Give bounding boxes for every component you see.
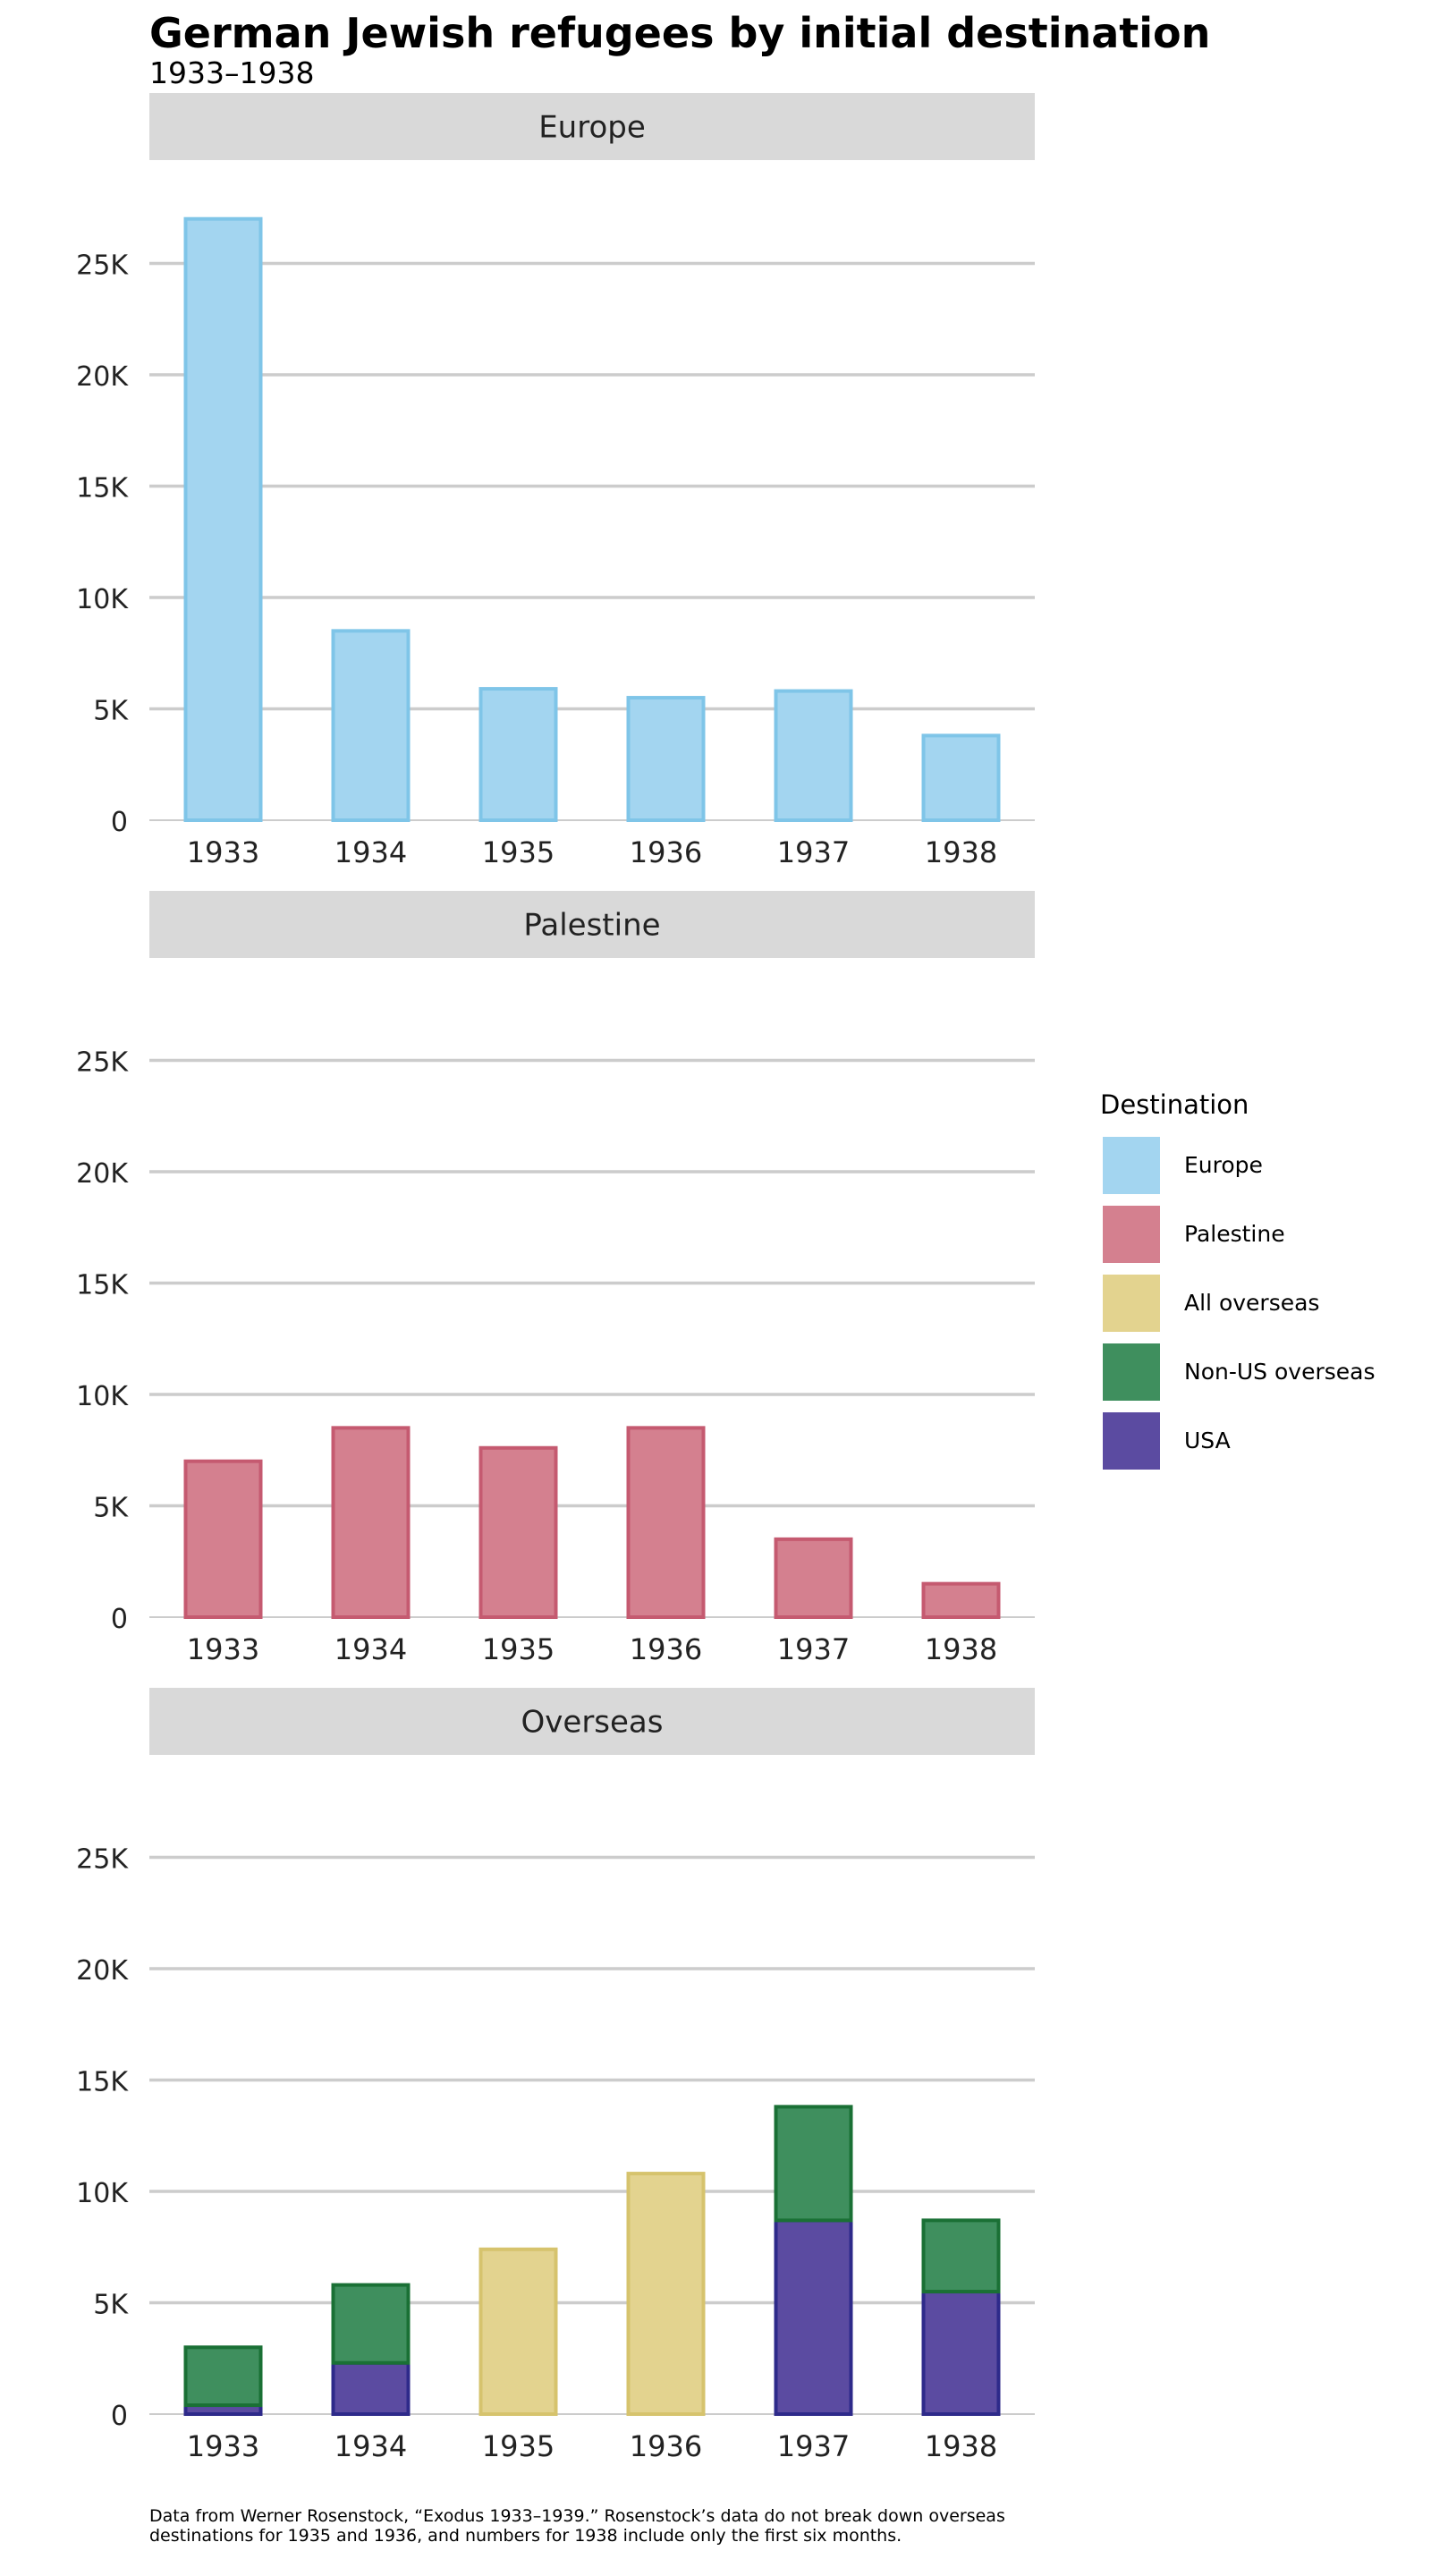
legend: Destination Europe Palestine All oversea… <box>1100 1089 1375 1475</box>
x-tick-label-europe-1938: 1938 <box>925 835 997 869</box>
x-tick-label-palestine-1935: 1935 <box>482 1632 555 1666</box>
legend-label-europe: Europe <box>1184 1152 1263 1178</box>
x-tick-label-europe-1935: 1935 <box>482 835 555 869</box>
legend-label-non-us-overseas: Non-US overseas <box>1184 1359 1376 1385</box>
caption: Data from Werner Rosenstock, “Exodus 193… <box>149 2506 1205 2546</box>
y-tick-label-palestine-2: 10K <box>76 1381 129 1412</box>
y-tick-label-palestine-1: 5K <box>93 1493 129 1524</box>
legend-label-palestine: Palestine <box>1184 1221 1285 1247</box>
y-tick-label-europe-5: 25K <box>76 250 129 282</box>
bar-overseas-all-overseas-1935 <box>478 2247 558 2416</box>
facet-label-europe: Europe <box>538 110 646 146</box>
y-tick-label-europe-2: 10K <box>76 584 129 615</box>
bar-overseas-non-us-overseas-1937 <box>774 2105 853 2223</box>
x-tick-label-overseas-1938: 1938 <box>925 2429 997 2463</box>
y-tick-label-europe-0: 0 <box>111 807 128 838</box>
x-tick-label-palestine-1936: 1936 <box>630 1632 702 1666</box>
legend-key-palestine <box>1100 1202 1163 1266</box>
legend-item-usa: USA <box>1100 1406 1375 1475</box>
x-tick-label-palestine-1938: 1938 <box>925 1632 997 1666</box>
x-tick-label-europe-1937: 1937 <box>777 835 850 869</box>
bar-overseas-usa-1934 <box>331 2360 411 2416</box>
y-tick-label-palestine-3: 15K <box>76 1270 129 1301</box>
y-tick-label-europe-3: 15K <box>76 473 129 504</box>
bar-palestine-palestine-1933 <box>183 1459 263 1619</box>
facet-strip-europe <box>149 93 1035 160</box>
y-tick-label-overseas-4: 20K <box>76 1955 129 1987</box>
legend-label-all-overseas: All overseas <box>1184 1290 1320 1316</box>
legend-item-all-overseas: All overseas <box>1100 1268 1375 1337</box>
bar-overseas-non-us-overseas-1934 <box>331 2283 411 2365</box>
chart-title: German Jewish refugees by initial destin… <box>149 9 1211 57</box>
legend-key-europe <box>1100 1133 1163 1197</box>
x-tick-label-overseas-1934: 1934 <box>334 2429 407 2463</box>
y-tick-label-overseas-3: 15K <box>76 2067 129 2098</box>
x-tick-label-palestine-1934: 1934 <box>334 1632 407 1666</box>
y-tick-label-europe-1: 5K <box>93 696 129 727</box>
y-tick-label-overseas-5: 25K <box>76 1844 129 1876</box>
caption-line-1: Data from Werner Rosenstock, “Exodus 193… <box>149 2506 1005 2526</box>
legend-key-all-overseas <box>1100 1271 1163 1335</box>
bar-overseas-all-overseas-1936 <box>626 2172 706 2417</box>
caption-line-2: destinations for 1935 and 1936, and numb… <box>149 2526 902 2546</box>
legend-key-usa <box>1100 1409 1163 1472</box>
bar-overseas-non-us-overseas-1933 <box>183 2345 263 2408</box>
facet-strip-overseas <box>149 1688 1035 1755</box>
y-tick-label-overseas-0: 0 <box>111 2401 128 2432</box>
x-tick-label-palestine-1937: 1937 <box>777 1632 850 1666</box>
y-tick-label-palestine-5: 25K <box>76 1047 129 1079</box>
y-tick-label-palestine-4: 20K <box>76 1158 129 1190</box>
facet-strip-palestine <box>149 891 1035 958</box>
bar-palestine-palestine-1934 <box>331 1426 411 1619</box>
x-tick-label-overseas-1936: 1936 <box>630 2429 702 2463</box>
x-tick-label-europe-1934: 1934 <box>334 835 407 869</box>
chart-subtitle: 1933–1938 <box>149 55 315 90</box>
legend-item-non-us-overseas: Non-US overseas <box>1100 1337 1375 1406</box>
x-tick-label-palestine-1933: 1933 <box>187 1632 259 1666</box>
facet-label-palestine: Palestine <box>523 908 660 944</box>
bar-europe-europe-1935 <box>478 687 558 823</box>
x-tick-label-overseas-1935: 1935 <box>482 2429 555 2463</box>
legend-title: Destination <box>1100 1089 1249 1120</box>
y-tick-label-overseas-1: 5K <box>93 2290 129 2321</box>
x-tick-label-overseas-1937: 1937 <box>777 2429 850 2463</box>
bar-overseas-usa-1938 <box>921 2290 1001 2417</box>
legend-label-usa: USA <box>1184 1428 1231 1453</box>
y-tick-label-palestine-0: 0 <box>111 1604 128 1635</box>
x-tick-label-europe-1933: 1933 <box>187 835 259 869</box>
x-tick-label-overseas-1933: 1933 <box>187 2429 259 2463</box>
bar-europe-europe-1937 <box>774 689 853 823</box>
y-tick-label-europe-4: 20K <box>76 361 129 393</box>
bar-europe-europe-1938 <box>921 733 1001 823</box>
x-tick-label-europe-1936: 1936 <box>630 835 702 869</box>
bar-europe-europe-1936 <box>626 696 706 822</box>
bar-europe-europe-1934 <box>331 629 411 822</box>
legend-item-europe: Europe <box>1100 1131 1375 1199</box>
bar-palestine-palestine-1936 <box>626 1426 706 1619</box>
y-tick-label-overseas-2: 10K <box>76 2178 129 2209</box>
bar-europe-europe-1933 <box>183 216 263 822</box>
facet-label-overseas: Overseas <box>521 1705 664 1741</box>
bar-overseas-non-us-overseas-1938 <box>921 2218 1001 2294</box>
bar-palestine-palestine-1938 <box>921 1581 1001 1620</box>
legend-key-non-us-overseas <box>1100 1340 1163 1403</box>
bar-overseas-usa-1937 <box>774 2218 853 2417</box>
bar-palestine-palestine-1935 <box>478 1445 558 1620</box>
legend-item-palestine: Palestine <box>1100 1199 1375 1268</box>
bar-palestine-palestine-1937 <box>774 1537 853 1619</box>
